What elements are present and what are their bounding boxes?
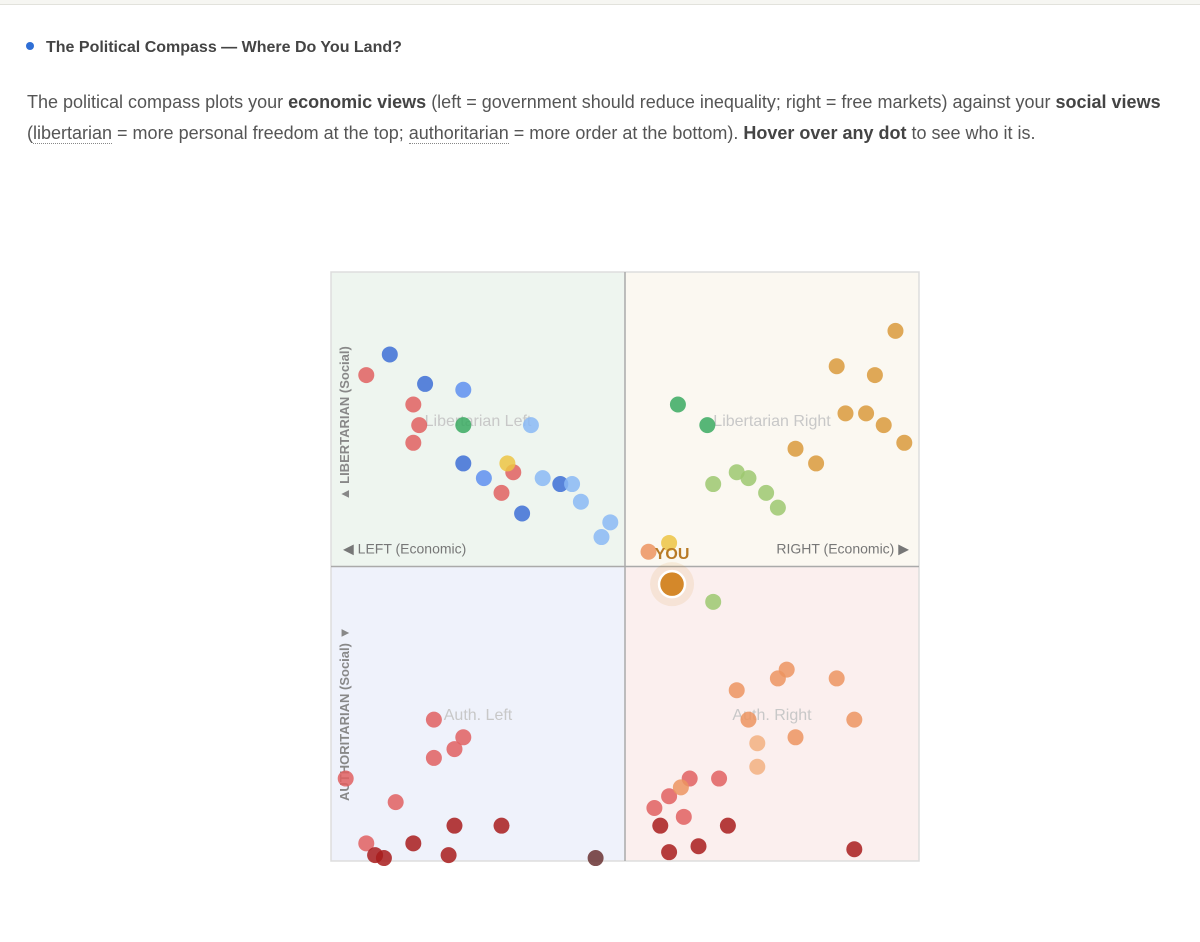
dot[interactable] (846, 711, 863, 728)
dot[interactable] (828, 358, 845, 375)
text: = more personal freedom at the top; (112, 123, 409, 143)
title-text: The Political Compass — Where Do You Lan… (46, 39, 402, 56)
y-axis-label: AUTHORITARIAN (Social) ▼ (337, 627, 352, 801)
dot[interactable] (358, 835, 375, 852)
dot[interactable] (675, 808, 692, 825)
dot[interactable] (728, 682, 745, 699)
dot[interactable] (446, 817, 463, 834)
dot[interactable] (411, 417, 428, 434)
quadrant-label: Libertarian Left (425, 413, 532, 430)
dot[interactable] (705, 476, 722, 493)
dot[interactable] (672, 779, 689, 796)
dot[interactable] (405, 835, 422, 852)
you-dot[interactable] (657, 569, 687, 599)
dot[interactable] (493, 817, 510, 834)
term[interactable]: libertarian (33, 123, 113, 144)
dot[interactable] (425, 711, 442, 728)
dot[interactable] (475, 470, 492, 487)
dot[interactable] (787, 729, 804, 746)
dot[interactable] (358, 367, 375, 384)
dot[interactable] (564, 476, 581, 493)
dot[interactable] (455, 417, 472, 434)
dot[interactable] (661, 844, 678, 861)
dot[interactable] (405, 434, 422, 451)
dot[interactable] (887, 322, 904, 339)
dot[interactable] (758, 484, 775, 501)
bold-text: economic views (288, 92, 427, 112)
quadrant (625, 566, 919, 861)
dot[interactable] (514, 505, 531, 522)
quadrant (331, 272, 625, 567)
dot[interactable] (787, 440, 804, 457)
dot[interactable] (602, 514, 619, 531)
dot[interactable] (749, 758, 766, 775)
dot[interactable] (808, 455, 825, 472)
top-bar (0, 0, 1200, 5)
dot[interactable] (593, 529, 610, 546)
dot[interactable] (669, 396, 686, 413)
dot[interactable] (587, 850, 604, 867)
dot[interactable] (837, 405, 854, 422)
dot[interactable] (337, 770, 354, 787)
dot[interactable] (640, 543, 657, 560)
quadrant (331, 566, 625, 861)
bullet (26, 42, 34, 50)
dot[interactable] (375, 850, 392, 867)
section-title: The Political Compass — Where Do You Lan… (26, 39, 402, 57)
dot[interactable] (740, 470, 757, 487)
dot[interactable] (705, 593, 722, 610)
term[interactable]: authoritarian (408, 123, 509, 144)
y-axis-label: ▲ LIBERTARIAN (Social) (337, 346, 352, 500)
dot[interactable] (455, 729, 472, 746)
dot[interactable] (493, 484, 510, 501)
dot[interactable] (858, 405, 875, 422)
text: to see who it is. (906, 123, 1036, 143)
dot[interactable] (499, 455, 516, 472)
dot[interactable] (740, 711, 757, 728)
dot[interactable] (534, 470, 551, 487)
dot[interactable] (552, 476, 569, 493)
x-axis-label: RIGHT (Economic) ▶ (776, 541, 909, 557)
quadrant-label: Libertarian Right (713, 413, 831, 430)
you-label: YOU (655, 546, 690, 563)
dot[interactable] (875, 417, 892, 434)
dot[interactable] (661, 788, 678, 805)
dot[interactable] (719, 817, 736, 834)
text: = more order at the bottom). (508, 123, 744, 143)
dot[interactable] (749, 735, 766, 752)
dot[interactable] (455, 455, 472, 472)
dot[interactable] (828, 670, 845, 687)
dot[interactable] (711, 770, 728, 787)
text: (left = government should reduce inequal… (426, 92, 1056, 112)
dot[interactable] (440, 847, 457, 864)
dot[interactable] (522, 417, 539, 434)
dot[interactable] (417, 375, 434, 392)
bold-text: Hover over any dot (743, 123, 907, 143)
text: The political compass plots your (27, 92, 289, 112)
dot[interactable] (896, 434, 913, 451)
dot[interactable] (661, 534, 678, 551)
dot[interactable] (455, 381, 472, 398)
dot[interactable] (652, 817, 669, 834)
text: ( (27, 123, 33, 143)
dot[interactable] (446, 741, 463, 758)
dot[interactable] (769, 499, 786, 516)
dot[interactable] (381, 346, 398, 363)
dot[interactable] (405, 396, 422, 413)
bold-text: social views (1055, 92, 1161, 112)
dot[interactable] (572, 493, 589, 510)
intro-paragraph: The political compass plots your economi… (27, 87, 1199, 149)
dot[interactable] (646, 799, 663, 816)
dot[interactable] (387, 794, 404, 811)
dot[interactable] (769, 670, 786, 687)
dot[interactable] (866, 367, 883, 384)
dot[interactable] (425, 749, 442, 766)
dot[interactable] (846, 841, 863, 858)
dot[interactable] (690, 838, 707, 855)
quadrant-label: Auth. Left (444, 707, 513, 724)
x-axis-label: ◀ LEFT (Economic) (343, 541, 466, 557)
dot[interactable] (699, 417, 716, 434)
